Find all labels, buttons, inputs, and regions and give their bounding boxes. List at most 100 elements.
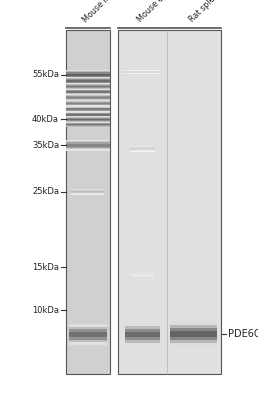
Bar bbox=[66, 111, 110, 112]
Bar bbox=[69, 337, 107, 340]
Bar bbox=[66, 96, 110, 97]
Bar bbox=[170, 338, 217, 340]
Bar bbox=[66, 144, 110, 145]
Bar bbox=[66, 87, 110, 88]
Bar bbox=[66, 76, 110, 77]
Bar bbox=[66, 108, 110, 109]
Bar bbox=[66, 78, 110, 79]
Bar bbox=[131, 272, 154, 273]
Bar bbox=[125, 334, 160, 337]
Bar bbox=[131, 274, 154, 275]
Bar bbox=[71, 191, 104, 192]
Bar bbox=[66, 95, 110, 96]
Text: 15kDa: 15kDa bbox=[32, 263, 59, 272]
Bar bbox=[66, 119, 110, 120]
Bar bbox=[66, 71, 110, 72]
Bar bbox=[66, 113, 110, 114]
Bar bbox=[66, 89, 110, 90]
Bar bbox=[66, 116, 110, 117]
Bar bbox=[66, 109, 110, 110]
Text: 40kDa: 40kDa bbox=[32, 115, 59, 124]
Bar bbox=[66, 83, 110, 84]
Text: PDE6G: PDE6G bbox=[228, 330, 258, 340]
Bar bbox=[170, 340, 217, 344]
Bar bbox=[66, 72, 110, 74]
Bar bbox=[66, 89, 110, 90]
Bar bbox=[131, 273, 154, 274]
Bar bbox=[118, 30, 221, 374]
Bar bbox=[66, 81, 110, 82]
Bar bbox=[66, 104, 110, 105]
Bar bbox=[66, 148, 110, 149]
Bar bbox=[71, 192, 104, 193]
Bar bbox=[170, 328, 217, 332]
Bar bbox=[125, 73, 160, 74]
Bar bbox=[66, 100, 110, 101]
Text: 25kDa: 25kDa bbox=[32, 187, 59, 196]
Bar bbox=[170, 344, 217, 346]
Bar bbox=[66, 79, 110, 80]
Bar bbox=[125, 323, 160, 326]
Bar bbox=[69, 340, 107, 342]
Bar bbox=[125, 337, 160, 340]
Bar bbox=[66, 142, 110, 144]
Bar bbox=[66, 82, 110, 83]
Bar bbox=[66, 106, 110, 107]
Bar bbox=[66, 91, 110, 92]
Bar bbox=[66, 120, 110, 121]
Bar bbox=[170, 332, 217, 334]
Bar bbox=[66, 125, 110, 126]
Bar bbox=[170, 322, 217, 326]
Bar bbox=[66, 147, 110, 148]
Bar bbox=[66, 110, 110, 111]
Bar bbox=[66, 74, 110, 75]
Bar bbox=[130, 146, 155, 147]
Bar bbox=[66, 149, 110, 151]
Bar bbox=[130, 151, 155, 152]
Bar bbox=[66, 75, 110, 76]
Text: Mouse liver: Mouse liver bbox=[82, 0, 120, 24]
Bar bbox=[66, 90, 110, 91]
Bar bbox=[66, 94, 110, 95]
Bar bbox=[66, 92, 110, 93]
Bar bbox=[66, 94, 110, 95]
Bar bbox=[69, 342, 107, 345]
Bar bbox=[69, 334, 107, 337]
Bar bbox=[66, 124, 110, 125]
Bar bbox=[66, 107, 110, 108]
Bar bbox=[66, 116, 110, 117]
Text: 35kDa: 35kDa bbox=[32, 141, 59, 150]
Bar bbox=[66, 105, 110, 106]
Bar bbox=[125, 332, 160, 334]
Bar bbox=[125, 326, 160, 329]
Bar bbox=[66, 93, 110, 94]
Bar bbox=[66, 77, 110, 78]
Bar bbox=[66, 117, 110, 118]
Bar bbox=[71, 188, 104, 189]
Bar bbox=[66, 103, 110, 104]
Bar bbox=[69, 329, 107, 332]
Bar bbox=[66, 30, 110, 374]
Bar bbox=[66, 123, 110, 124]
Bar bbox=[66, 140, 110, 141]
Bar bbox=[71, 190, 104, 191]
Bar bbox=[66, 86, 110, 87]
Bar bbox=[125, 71, 160, 72]
Bar bbox=[125, 72, 160, 73]
Bar bbox=[66, 112, 110, 113]
Bar bbox=[125, 340, 160, 343]
Bar bbox=[66, 88, 110, 89]
Bar bbox=[66, 145, 110, 147]
Bar bbox=[130, 148, 155, 149]
Bar bbox=[66, 117, 110, 118]
Bar bbox=[66, 114, 110, 115]
Text: 55kDa: 55kDa bbox=[32, 70, 59, 79]
Bar bbox=[66, 118, 110, 119]
Bar bbox=[66, 80, 110, 81]
Bar bbox=[170, 334, 217, 338]
Bar bbox=[66, 126, 110, 127]
Bar bbox=[125, 343, 160, 346]
Text: Rat spleen: Rat spleen bbox=[188, 0, 224, 24]
Bar bbox=[71, 194, 104, 195]
Bar bbox=[69, 327, 107, 329]
